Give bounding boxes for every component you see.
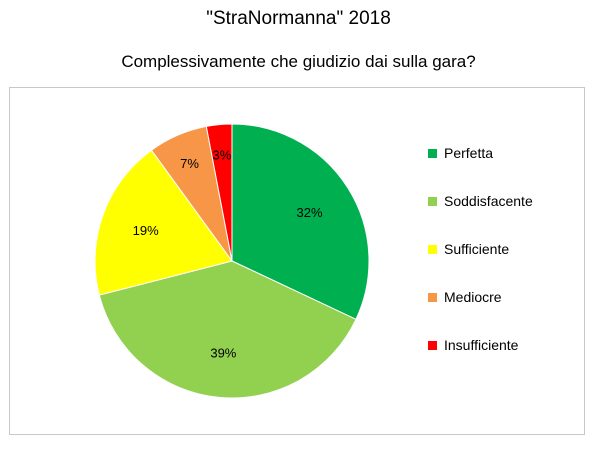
pie-slice-insufficiente [205,123,233,262]
slice-label-perfetta: 32% [296,205,322,220]
slice-label-insufficiente: 3% [213,148,232,163]
slice-label-sufficiente: 19% [133,223,159,238]
legend-swatch [428,244,437,254]
legend-swatch [428,148,437,158]
legend-item-mediocre: Mediocre [428,288,502,306]
legend-item-sufficiente: Sufficiente [428,240,509,258]
slice-label-soddisfacente: 39% [210,345,236,360]
legend-label: Sufficiente [444,241,510,257]
legend-item-insufficiente: Insufficiente [428,336,518,354]
legend-item-perfetta: Perfetta [428,144,493,162]
legend-swatch [428,340,437,350]
legend-swatch [428,292,437,302]
legend-label: Soddisfacente [444,193,533,209]
legend-label: Insufficiente [444,337,519,353]
pie-slice-sufficiente [94,149,233,296]
legend-label: Mediocre [444,289,502,305]
chart-title: "StraNormanna" 2018 [206,8,391,29]
legend-item-soddisfacente: Soddisfacente [428,192,533,210]
pie-slice-perfetta [231,123,370,320]
slice-label-mediocre: 7% [180,156,199,171]
legend-label: Perfetta [444,145,494,161]
pie-slice-soddisfacente [98,260,357,399]
chart-area [9,87,585,435]
chart-subtitle: Complessivamente che giudizio dai sulla … [121,52,476,71]
legend-swatch [428,196,437,206]
